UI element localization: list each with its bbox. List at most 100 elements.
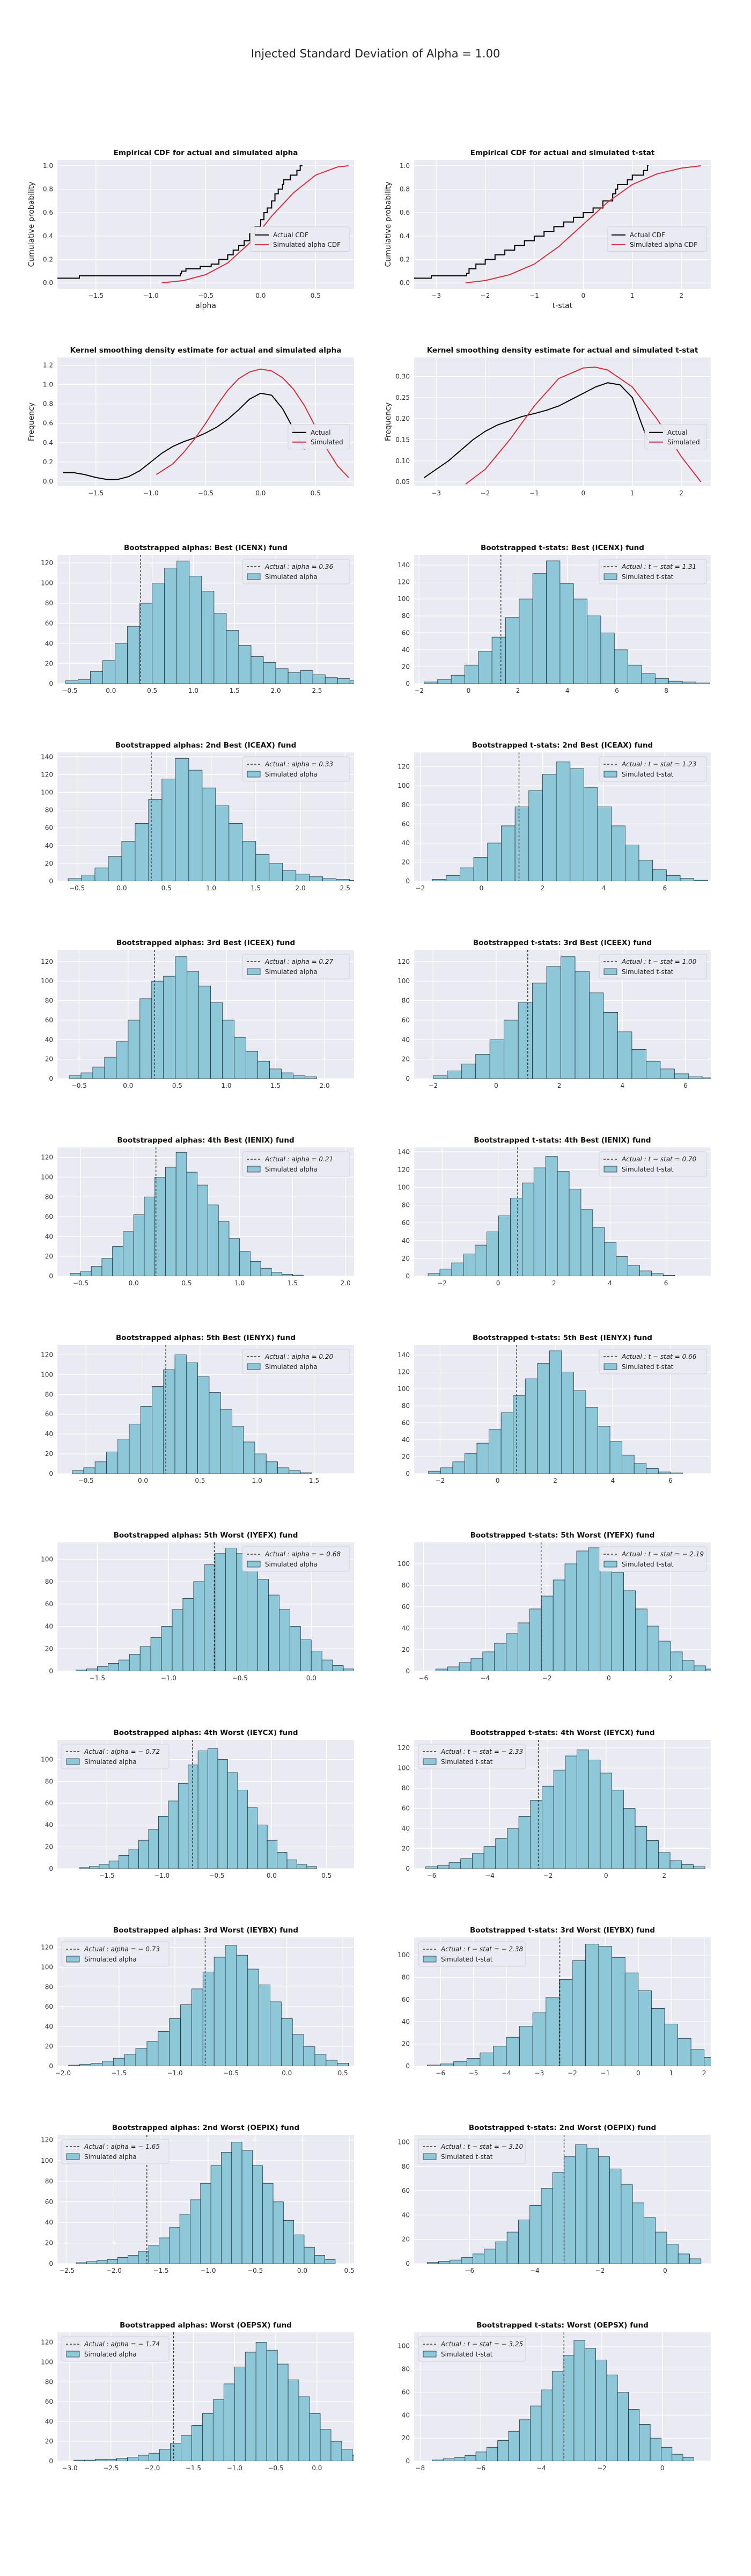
x-tick-label: −1.0 bbox=[200, 2267, 216, 2274]
histogram-bar bbox=[321, 1659, 333, 1671]
histogram-bar bbox=[293, 1075, 305, 1079]
y-tick-label: 120 bbox=[397, 1368, 410, 1376]
legend-label: Actual : t − stat = − 2.33 bbox=[440, 1748, 523, 1755]
y-tick-label: 40 bbox=[402, 1036, 410, 1043]
x-tick-label: 1.0 bbox=[206, 884, 216, 892]
histogram-bar bbox=[437, 1865, 450, 1869]
histogram-bar bbox=[255, 2342, 267, 2461]
histogram-bar bbox=[693, 1866, 705, 1869]
y-tick-label: 140 bbox=[397, 1351, 410, 1359]
y-tick-label: 0.15 bbox=[395, 436, 410, 443]
y-tick-label: 80 bbox=[45, 1193, 53, 1201]
y-tick-label: 40 bbox=[402, 646, 410, 654]
histogram-bar bbox=[212, 2399, 224, 2461]
legend-bar-swatch bbox=[247, 968, 261, 975]
histogram-bar bbox=[138, 2455, 149, 2461]
histogram-bar bbox=[624, 1972, 639, 2066]
x-tick-label: 1 bbox=[669, 2069, 673, 2077]
y-tick-label: 20 bbox=[402, 1646, 410, 1653]
x-tick-label: 2.5 bbox=[340, 884, 350, 892]
chart-panel-22: −6 −4 −2 0 0 20 40 60 80 100 Bootstrapped t-stats:… bbox=[397, 2124, 711, 2274]
histogram-bar bbox=[234, 1037, 246, 1079]
histogram-bar bbox=[634, 1463, 647, 1474]
histogram-bar bbox=[646, 1626, 659, 1671]
histogram-bar bbox=[489, 1039, 505, 1079]
x-tick-label: 1.5 bbox=[230, 687, 240, 694]
chart-title: Bootstrapped t-stats: 4th Worst (IEYCX) … bbox=[470, 1729, 655, 1737]
x-tick-label: −0.5 bbox=[268, 2464, 283, 2472]
legend: Actual : alpha = − 0.68 Simulated alpha bbox=[242, 1546, 350, 1572]
histogram-bar bbox=[251, 656, 264, 684]
y-tick-label: 80 bbox=[45, 997, 53, 1005]
y-tick-label: 40 bbox=[45, 640, 53, 647]
histogram-bar bbox=[123, 1231, 134, 1276]
y-tick-label: 20 bbox=[402, 2434, 410, 2442]
histogram-bar bbox=[624, 845, 639, 881]
histogram-bar bbox=[192, 1988, 203, 2066]
y-tick-label: 20 bbox=[45, 2438, 53, 2445]
y-tick-label: 40 bbox=[45, 842, 53, 850]
histogram-bar bbox=[158, 1816, 169, 1869]
y-tick-label: 0 bbox=[49, 1075, 53, 1082]
histogram-bar bbox=[702, 1077, 711, 1079]
histogram-bar bbox=[349, 680, 354, 684]
x-tick-label: −2.0 bbox=[106, 2267, 122, 2274]
legend: Actual : alpha = − 1.74 Simulated alpha bbox=[61, 2336, 170, 2362]
histogram-bar bbox=[83, 1467, 95, 1474]
y-tick-label: 120 bbox=[397, 958, 410, 965]
histogram-bar bbox=[558, 1979, 573, 2066]
y-tick-label: 0 bbox=[49, 1470, 53, 1477]
histogram-bar bbox=[133, 1214, 145, 1276]
histogram-bar bbox=[731, 2064, 744, 2066]
x-tick-label: −3 bbox=[535, 2069, 544, 2077]
histogram-bar bbox=[451, 675, 465, 684]
histogram-bar bbox=[217, 1759, 228, 1869]
legend-bar-swatch bbox=[66, 2351, 80, 2358]
legend: Actual : t − stat = − 2.19 Simulated t-st… bbox=[599, 1546, 707, 1572]
x-tick-label: 0.0 bbox=[255, 292, 266, 299]
histogram-bar bbox=[152, 583, 165, 684]
y-tick-label: 100 bbox=[41, 1756, 53, 1763]
y-tick-label: 60 bbox=[402, 1996, 410, 2003]
y-tick-label: 0 bbox=[49, 877, 53, 885]
y-tick-label: 120 bbox=[41, 2136, 53, 2144]
histogram-bar bbox=[227, 1772, 238, 1869]
histogram-bar bbox=[563, 2355, 575, 2461]
histogram-bar bbox=[542, 774, 557, 881]
y-axis-label: Frequency bbox=[27, 402, 36, 441]
histogram-bar bbox=[225, 1945, 237, 2066]
histogram-bar bbox=[128, 1020, 141, 1079]
x-tick-label: −0.5 bbox=[62, 687, 77, 694]
y-tick-label: 60 bbox=[45, 2398, 53, 2405]
histogram-bar bbox=[597, 806, 612, 881]
legend-label: Simulated alpha bbox=[265, 1363, 318, 1371]
y-tick-label: 100 bbox=[397, 1385, 410, 1393]
histogram-bar bbox=[497, 2440, 509, 2461]
histogram-bar bbox=[236, 1955, 248, 2066]
histogram-bar bbox=[86, 1668, 98, 1671]
histogram-bar bbox=[705, 1668, 711, 1671]
series-line bbox=[57, 165, 303, 279]
histogram-bar bbox=[495, 1838, 507, 1869]
histogram-bar bbox=[104, 1057, 117, 1079]
histogram-bar bbox=[300, 670, 313, 684]
histogram-bar bbox=[506, 1633, 518, 1671]
histogram-bar bbox=[573, 1390, 586, 1474]
x-tick-label: −2 bbox=[428, 1082, 438, 1089]
x-tick-label: −4 bbox=[481, 1674, 490, 1682]
x-tick-label: 6 bbox=[668, 1477, 673, 1484]
histogram-bar bbox=[172, 1609, 183, 1671]
x-tick-label: 4 bbox=[611, 1477, 615, 1484]
histogram-bar bbox=[288, 2380, 299, 2461]
histogram-bar bbox=[168, 1801, 179, 1869]
histogram-bar bbox=[170, 2443, 181, 2461]
x-tick-label: −1.0 bbox=[143, 489, 159, 497]
y-tick-label: 80 bbox=[402, 1202, 410, 1209]
legend-bar-swatch bbox=[66, 1758, 80, 1765]
histogram-bar bbox=[72, 1470, 84, 1474]
y-tick-label: 0 bbox=[49, 1865, 53, 1872]
histogram-bar bbox=[148, 799, 163, 881]
y-tick-label: 0 bbox=[406, 680, 410, 687]
y-tick-label: 100 bbox=[397, 1765, 410, 1772]
histogram-bar bbox=[78, 679, 91, 684]
